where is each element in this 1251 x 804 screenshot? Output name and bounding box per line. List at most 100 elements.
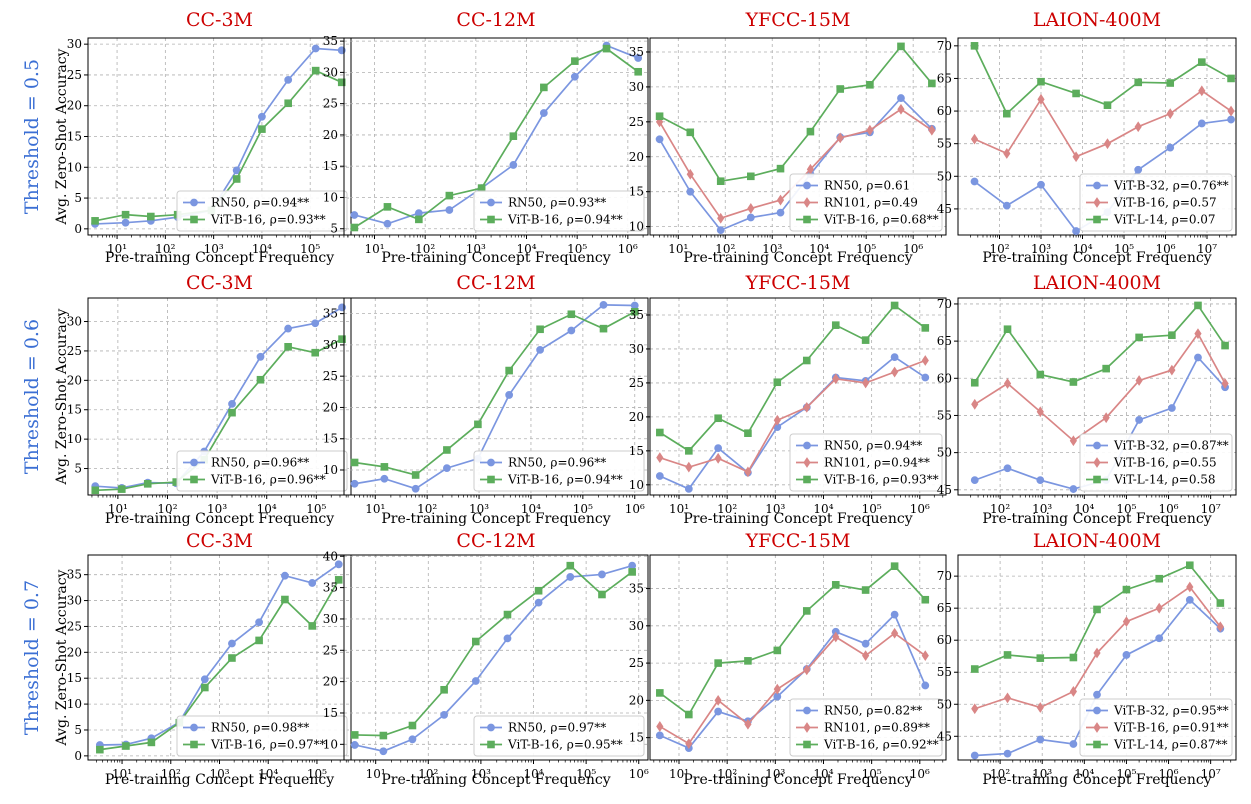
data-point-ViT-B-16 [714,414,722,423]
data-point-ViT-B-32 [1197,119,1206,128]
legend-box [473,715,645,757]
data-point-ViT-L-14 [1134,78,1143,87]
data-point-ViT-B-16 [744,429,752,437]
legend-label: ViT-B-16, ρ=0.92** [823,738,939,752]
axes-frame [957,297,1237,496]
data-point-RN50 [599,300,608,309]
data-point-RN101 [928,124,936,136]
x-tick-label: 10⁶ [1158,502,1178,516]
x-tick-label: 10⁴ [1072,242,1092,256]
y-tick-label: 5 [74,462,82,476]
axes-frame [649,37,947,236]
data-point-RN50 [445,206,454,214]
x-tick-label: 10¹ [108,502,128,516]
y-tick-label: 30 [323,338,338,352]
x-tick-label: 10³ [1031,242,1051,256]
y-tick-label: 5 [74,191,82,205]
data-point-ViT-B-32 [1003,749,1012,758]
data-point-RN101 [744,718,752,730]
y-tick-label: 20 [67,645,82,659]
chart-panel: 45 50 55 60 65 70 10² 10³ 10⁴ 10⁵ 10⁶ 10⁷ LAION-400M… [937,9,1237,266]
y-tick-label: 15 [67,403,82,417]
y-tick-label: 70 [937,39,952,53]
data-point-RN50 [890,353,899,362]
legend-box [1079,433,1233,492]
data-point-RN50 [509,161,518,169]
x-tick-label: 10¹ [112,767,132,781]
data-point-ViT-L-14 [1003,109,1011,118]
x-tick-label: 10⁴ [1074,767,1094,781]
x-tick-label: 10¹ [669,502,689,516]
x-tick-label: 10² [417,502,437,516]
data-point-RN50 [861,639,870,648]
series-line-ViT-L-14 [973,45,1232,116]
legend-box [789,698,943,757]
y-tick-label: 20 [629,693,644,707]
x-tick-label: 10² [161,767,181,781]
data-point-RN101 [891,627,899,639]
data-point-ViT-B-16 [201,683,209,692]
data-point-ViT-L-14 [1036,370,1045,379]
legend-label: RN50, ρ=0.93** [508,196,606,210]
series-line-ViT-B-16 [354,564,633,737]
data-point-ViT-B-16 [890,301,899,310]
data-point-ViT-B-16 [474,420,482,429]
legend-marker [190,458,198,467]
x-tick-label: 10⁵ [862,767,882,781]
data-point-ViT-B-16 [228,654,236,662]
data-point-ViT-B-16 [970,133,979,145]
x-tick-label: 10³ [204,242,224,256]
data-point-RN101 [773,414,781,426]
data-point-RN50 [121,218,130,227]
data-point-RN50 [655,135,664,144]
y-tick-label: 15 [323,432,338,446]
x-tick-label: 10⁴ [523,767,543,781]
axes-frame [343,554,649,761]
data-point-RN50 [567,326,576,335]
y-tick-label: 10 [629,478,644,492]
data-point-ViT-B-16 [534,586,543,595]
chart-title: YFCC-15M [745,272,851,294]
y-tick-label: 30 [67,37,82,51]
data-point-ViT-B-16 [1102,412,1110,424]
data-point-ViT-L-14 [1166,79,1175,87]
x-tick-label: 10⁶ [629,767,649,781]
legend-marker [487,198,495,207]
legend-label: ViT-B-16, ρ=0.97** [210,738,326,752]
data-point-RN50 [379,747,388,756]
series-line-ViT-B-16 [353,47,639,229]
data-point-ViT-B-16 [1198,85,1206,97]
data-point-ViT-B-16 [1003,692,1012,704]
legend-marker [1093,197,1101,208]
chart-title: CC-3M [186,530,253,552]
data-point-RN50 [539,109,548,117]
data-point-ViT-B-16 [1003,148,1011,159]
y-tick-label: 35 [67,568,82,582]
y-tick-label: 5 [74,723,82,737]
data-point-RN50 [746,213,755,222]
data-point-ViT-B-16 [928,79,936,88]
data-point-RN50 [566,573,575,581]
data-point-ViT-B-16 [472,637,480,646]
data-point-ViT-B-16 [338,335,346,343]
data-point-ViT-B-16 [383,203,392,211]
data-point-ViT-B-16 [540,83,548,92]
legend-marker [1093,181,1101,190]
legend-label: ViT-B-32, ρ=0.95** [1113,704,1229,718]
x-tick-label: 10⁵ [567,242,587,256]
x-tick-label: 10³ [466,242,486,256]
data-point-ViT-B-16 [890,562,899,570]
data-point-RN101 [776,194,785,206]
x-tick-label: 10² [715,242,735,256]
series-line-RN50 [99,563,340,746]
x-tick-label: 10² [717,767,737,781]
series-line-RN50 [659,356,926,490]
x-axis-label: Pre-training Concept Frequency [982,250,1211,266]
data-point-ViT-B-32 [1069,740,1078,748]
data-point-ViT-B-32 [1135,416,1144,424]
data-point-RN50 [232,166,241,175]
y-tick-label: 35 [323,34,338,48]
data-point-RN101 [714,452,722,464]
axes-frame [87,297,352,496]
data-point-ViT-B-16 [379,731,388,740]
